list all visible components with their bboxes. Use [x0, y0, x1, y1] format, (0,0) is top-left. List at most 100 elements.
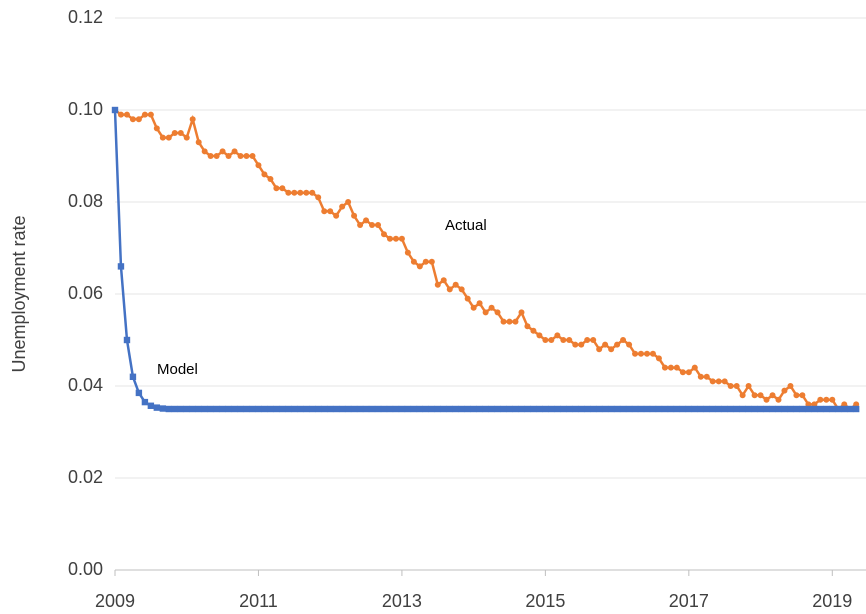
marker — [476, 405, 483, 413]
marker — [201, 148, 208, 155]
marker — [153, 404, 161, 411]
marker — [763, 396, 770, 403]
marker — [440, 277, 447, 284]
marker — [410, 258, 417, 265]
marker — [201, 405, 208, 413]
marker — [835, 405, 842, 413]
marker — [273, 405, 280, 413]
marker — [153, 125, 160, 132]
marker — [327, 208, 334, 215]
marker — [237, 405, 244, 413]
marker — [315, 405, 322, 413]
marker — [751, 405, 758, 413]
marker — [303, 189, 310, 196]
marker — [799, 405, 806, 413]
marker — [799, 392, 806, 399]
marker — [619, 405, 627, 413]
marker — [374, 405, 382, 413]
marker — [542, 337, 549, 343]
marker — [279, 185, 286, 192]
marker — [763, 405, 770, 413]
marker — [626, 341, 633, 348]
marker — [703, 405, 710, 413]
marker — [679, 369, 686, 376]
marker — [326, 405, 334, 413]
marker — [279, 405, 286, 413]
marker — [350, 405, 358, 413]
marker — [518, 405, 525, 413]
x-tick-label: 2015 — [525, 591, 565, 611]
marker — [464, 405, 471, 413]
marker — [685, 405, 693, 413]
marker — [823, 405, 830, 413]
marker — [781, 387, 788, 394]
marker — [709, 378, 716, 385]
marker — [285, 405, 292, 413]
marker — [829, 405, 836, 413]
marker — [601, 405, 609, 413]
marker — [500, 405, 507, 413]
marker — [643, 405, 651, 413]
y-tick-label: 0.00 — [68, 559, 103, 579]
marker — [416, 405, 424, 413]
marker — [476, 300, 483, 307]
marker — [697, 373, 704, 380]
marker — [590, 337, 597, 343]
marker — [817, 396, 824, 403]
x-tick-label: 2011 — [239, 591, 278, 611]
marker — [219, 405, 226, 413]
marker — [363, 217, 370, 224]
marker — [231, 405, 238, 413]
marker — [380, 405, 388, 413]
marker — [255, 405, 262, 413]
marker — [482, 309, 489, 316]
marker — [225, 153, 232, 159]
marker — [727, 405, 734, 413]
marker — [159, 405, 167, 412]
marker — [655, 405, 663, 413]
marker — [189, 116, 196, 123]
marker — [745, 405, 752, 413]
marker — [787, 405, 794, 413]
marker — [775, 405, 782, 413]
marker — [129, 116, 136, 123]
marker — [177, 405, 184, 413]
marker — [632, 350, 639, 357]
marker — [548, 337, 555, 343]
marker — [542, 405, 549, 413]
y-tick-label: 0.12 — [68, 7, 103, 27]
marker — [177, 130, 184, 136]
marker — [691, 364, 698, 371]
marker — [727, 383, 734, 389]
marker — [757, 405, 764, 413]
marker — [829, 396, 836, 403]
marker — [649, 405, 657, 413]
marker — [338, 405, 346, 413]
marker — [673, 364, 680, 371]
marker — [231, 148, 238, 155]
marker — [362, 405, 370, 413]
marker — [470, 405, 477, 413]
marker — [386, 235, 393, 242]
marker — [321, 405, 328, 413]
marker — [482, 405, 489, 413]
marker — [613, 405, 621, 413]
marker — [602, 341, 609, 348]
marker — [703, 373, 710, 380]
marker — [560, 337, 567, 343]
marker — [159, 134, 166, 141]
marker — [518, 309, 525, 316]
marker — [309, 189, 316, 196]
marker — [775, 396, 782, 403]
marker — [566, 405, 573, 413]
marker — [297, 405, 304, 413]
marker — [404, 249, 411, 256]
marker — [141, 111, 148, 118]
marker — [452, 281, 459, 288]
marker — [117, 111, 124, 118]
marker — [793, 405, 800, 413]
marker — [620, 337, 627, 343]
marker — [195, 139, 202, 146]
marker — [572, 341, 579, 348]
